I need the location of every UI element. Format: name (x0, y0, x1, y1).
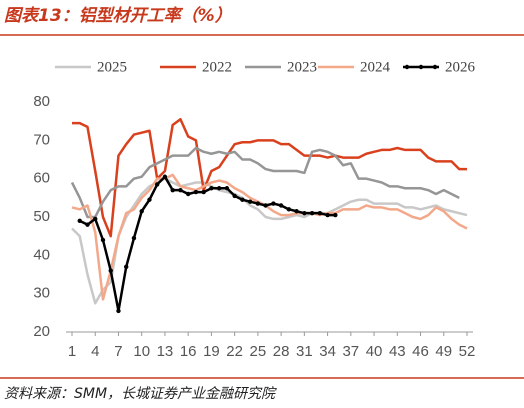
legend-label: 2026 (445, 59, 476, 75)
x-tick-label: 40 (366, 343, 383, 360)
point (247, 199, 253, 204)
x-tick-label: 25 (250, 343, 267, 360)
point (286, 207, 292, 212)
point (100, 237, 106, 243)
point (302, 210, 307, 216)
point (255, 201, 261, 206)
point (317, 210, 323, 216)
legend-marker (404, 64, 410, 70)
x-tick-label: 13 (157, 343, 174, 360)
x-tick-label: 37 (342, 343, 359, 360)
point (271, 201, 276, 206)
y-tick-label: 80 (33, 93, 50, 110)
series-line (79, 175, 336, 313)
point (124, 264, 129, 270)
y-tick-label: 70 (33, 131, 50, 148)
series-line (71, 173, 468, 301)
legend-label: 2023 (287, 59, 317, 75)
legend-label: 2022 (202, 59, 232, 75)
y-tick-label: 20 (33, 323, 50, 340)
series-line (70, 146, 460, 219)
point (116, 308, 121, 314)
point (224, 186, 230, 191)
x-tick-label: 4 (91, 343, 99, 360)
point (178, 187, 183, 193)
x-tick-label: 1 (68, 343, 76, 360)
point (131, 235, 137, 241)
x-tick-label: 28 (273, 343, 290, 360)
x-tick-label: 34 (319, 343, 336, 360)
point (309, 210, 315, 216)
point (162, 174, 168, 179)
point (209, 186, 214, 191)
point (201, 189, 206, 195)
x-tick-label: 52 (459, 343, 476, 360)
point (154, 182, 160, 187)
point (325, 212, 330, 218)
point (108, 268, 113, 273)
legend-label: 2024 (360, 59, 391, 75)
point (85, 222, 90, 227)
legend-label: 2025 (97, 59, 127, 75)
point (185, 191, 191, 197)
point (216, 186, 222, 191)
x-tick-label: 19 (203, 343, 220, 360)
x-tick-label: 16 (180, 343, 197, 360)
point (139, 209, 144, 214)
point (232, 193, 237, 199)
point (278, 203, 284, 208)
x-tick-label: 43 (389, 343, 406, 360)
point (170, 187, 175, 193)
x-tick-label: 22 (226, 343, 243, 360)
x-tick-label: 46 (412, 343, 429, 360)
point (93, 216, 98, 222)
series-line (72, 118, 467, 238)
y-tick-label: 30 (33, 285, 50, 302)
point (240, 197, 245, 202)
y-tick-label: 40 (33, 246, 50, 263)
series-line (71, 177, 468, 305)
point (193, 189, 199, 195)
legend-marker (418, 64, 424, 70)
legend-marker (432, 64, 438, 70)
x-tick-label: 7 (114, 343, 122, 360)
y-tick-label: 50 (33, 208, 50, 225)
point (147, 197, 152, 202)
y-tick-label: 60 (33, 170, 50, 187)
point (263, 203, 268, 208)
point (294, 209, 299, 214)
x-tick-label: 49 (435, 343, 452, 360)
point (333, 212, 338, 218)
chart-title: 图表13：铝型材开工率（%） (4, 6, 232, 26)
point (77, 218, 82, 224)
x-tick-label: 10 (133, 343, 150, 360)
x-tick-label: 31 (296, 343, 313, 360)
source: 资料来源：SMM，长城证券产业金融研究院 (4, 386, 277, 402)
